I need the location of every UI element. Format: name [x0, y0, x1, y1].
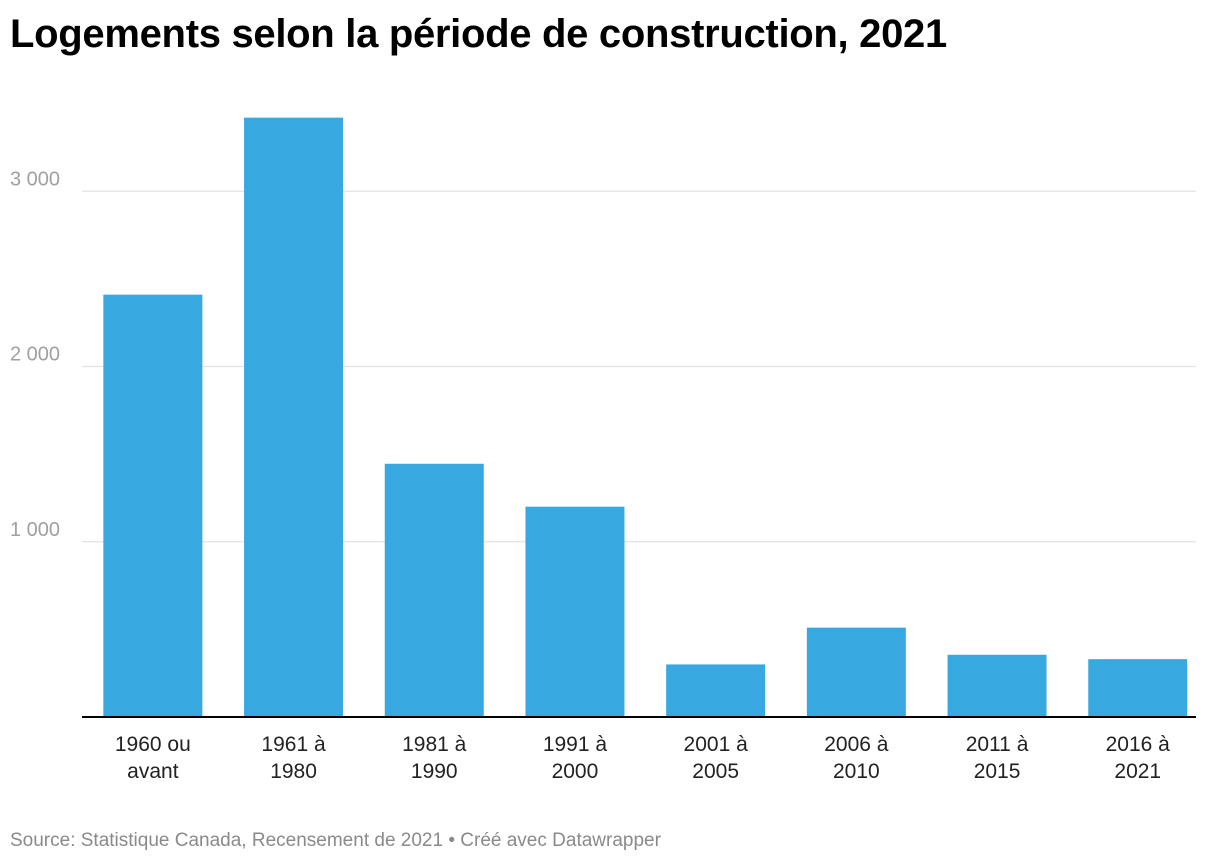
x-tick-label-line: 1961 à	[261, 733, 326, 756]
x-tick-label-line: 2000	[552, 760, 599, 783]
source-note: Source: Statistique Canada, Recensement …	[10, 830, 444, 851]
bar	[806, 627, 906, 717]
x-tick-label-line: 2006 à	[824, 733, 889, 756]
bar	[666, 664, 766, 717]
x-tick-label: 1960 ou avant	[115, 733, 191, 783]
x-tick-label-line: 2016 à	[1106, 733, 1171, 756]
x-tick-label-line: 1991 à	[543, 733, 608, 756]
x-tick-label-line: 1981 à	[402, 733, 467, 756]
chart-footer: Source: Statistique Canada, Recensement …	[10, 830, 661, 852]
bar	[1088, 659, 1188, 717]
bar	[103, 294, 203, 717]
bar-chart: 1 000 2 000 3 000 1960 ou avant 1961 à 1980 198…	[10, 117, 1196, 783]
x-tick-label-line: 2011 à	[966, 733, 1029, 756]
x-tick-label-line: 2010	[833, 760, 880, 783]
x-tick-label-line: 1980	[270, 760, 317, 783]
x-tick-label-line: 2001 à	[684, 733, 749, 756]
chart-title: Logements selon la période de constructi…	[10, 12, 947, 56]
x-tick-label-line: avant	[127, 760, 179, 783]
x-tick-label: 1961 à 1980	[261, 733, 326, 783]
y-tick-label: 2 000	[10, 344, 60, 366]
y-tick-label: 1 000	[10, 519, 60, 541]
footer-separator: •	[443, 830, 461, 851]
x-tick-label: 2006 à 2010	[824, 733, 889, 783]
x-tick-label: 2001 à 2005	[684, 733, 749, 783]
x-tick-label-line: 2015	[974, 760, 1021, 783]
datawrapper-credit[interactable]: Créé avec Datawrapper	[460, 830, 661, 851]
bar	[244, 117, 344, 717]
x-tick-label: 2011 à 2015	[966, 733, 1029, 783]
x-tick-label-line: 1960 ou	[115, 733, 191, 756]
x-tick-label: 1981 à 1990	[402, 733, 467, 783]
x-tick-label-line: 2005	[692, 760, 739, 783]
x-tick-label-line: 2021	[1114, 760, 1161, 783]
y-tick-label: 3 000	[10, 168, 60, 190]
bar	[947, 654, 1047, 717]
x-tick-label: 2016 à 2021	[1106, 733, 1171, 783]
bar	[384, 463, 484, 717]
x-tick-label-line: 1990	[411, 760, 458, 783]
x-tick-label: 1991 à 2000	[543, 733, 608, 783]
bar	[525, 506, 625, 717]
